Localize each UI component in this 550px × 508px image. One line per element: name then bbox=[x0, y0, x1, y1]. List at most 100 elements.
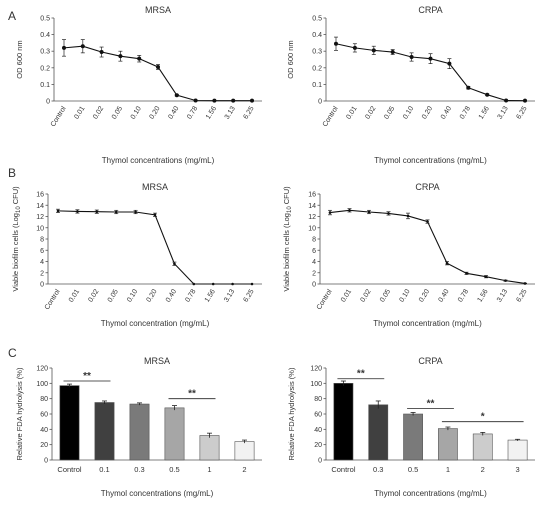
x-tick-label: 0.05 bbox=[383, 105, 396, 120]
bar bbox=[199, 435, 220, 461]
y-tick-label: 100 bbox=[310, 381, 322, 388]
data-point bbox=[174, 93, 179, 98]
chart-c-mrsa: MRSA 0 20 40 60 80 100 120 Control 0.1 0.3 0.5 1 2 Thy… bbox=[15, 356, 262, 498]
chart-title: CRPA bbox=[418, 356, 442, 366]
data-point bbox=[137, 56, 142, 61]
x-tick-label: 0.5 bbox=[408, 465, 418, 474]
data-point bbox=[367, 210, 371, 214]
data-point bbox=[445, 261, 449, 265]
bar bbox=[472, 433, 493, 461]
data-point bbox=[504, 98, 509, 103]
x-tick-label: 0.78 bbox=[184, 288, 197, 303]
bar bbox=[438, 428, 458, 461]
x-tick-label: 6.25 bbox=[243, 105, 256, 120]
data-point bbox=[193, 98, 198, 103]
y-axis-title: OD 600 nm bbox=[15, 40, 24, 78]
data-point bbox=[231, 98, 236, 103]
data-point bbox=[56, 209, 60, 213]
x-tick-label: 0.20 bbox=[149, 105, 162, 120]
y-tick-label: 80 bbox=[40, 396, 48, 403]
x-tick-label: 0.20 bbox=[146, 288, 159, 303]
chart-b-crpa: CRPA 0 2 4 6 8 10 12 14 16 Control 0.01 0.02 0.05 0.10… bbox=[282, 182, 535, 328]
bar bbox=[164, 407, 185, 461]
data-point bbox=[428, 56, 433, 61]
x-tick-label: 1 bbox=[446, 465, 450, 474]
x-tick-label: 3.13 bbox=[224, 105, 237, 120]
data-point bbox=[250, 98, 254, 103]
data-point bbox=[447, 61, 452, 66]
bar bbox=[129, 403, 150, 461]
x-tick-label: 0.10 bbox=[126, 288, 139, 303]
y-tick-label: 20 bbox=[40, 442, 48, 449]
y-tick-label: 0.3 bbox=[312, 49, 322, 56]
x-tick-label: 6.25 bbox=[516, 105, 529, 120]
chart-title: MRSA bbox=[145, 5, 171, 15]
y-axis-title: Viable biofilm cells (Log10 CFU) bbox=[11, 186, 22, 292]
y-tick-label: 6 bbox=[312, 248, 316, 255]
x-tick-label: 3 bbox=[515, 465, 519, 474]
significance-label: ** bbox=[427, 399, 435, 410]
bar bbox=[333, 383, 354, 461]
bar bbox=[234, 441, 255, 461]
y-tick-label: 0 bbox=[312, 282, 316, 289]
y-tick-label: 60 bbox=[314, 412, 322, 419]
bar bbox=[507, 439, 528, 461]
x-axis-title: Thymol concentration (mg/mL) bbox=[373, 319, 482, 328]
y-axis-title: Relative FDA hydrolysis (%) bbox=[287, 367, 296, 460]
x-tick-label: 1.56 bbox=[477, 288, 490, 303]
y-tick-label: 2 bbox=[40, 270, 44, 277]
x-tick-label: 0.02 bbox=[87, 288, 100, 303]
data-point bbox=[231, 282, 234, 286]
y-tick-label: 80 bbox=[314, 396, 322, 403]
x-tick-label: 0.01 bbox=[73, 105, 86, 120]
x-tick-label: Control bbox=[50, 105, 68, 128]
data-point bbox=[76, 210, 79, 213]
x-axis-title: Thymol concentrations (mg/mL) bbox=[102, 156, 215, 165]
x-tick-label: 0.1 bbox=[99, 465, 109, 474]
y-tick-label: 12 bbox=[36, 214, 44, 221]
data-point bbox=[390, 50, 395, 55]
x-tick-label: 0.78 bbox=[457, 288, 470, 303]
x-axis-title: Thymol concentrations (mg/mL) bbox=[101, 489, 214, 498]
data-point bbox=[156, 64, 160, 69]
data-point bbox=[371, 48, 376, 53]
x-tick-label: Control bbox=[322, 105, 340, 128]
data-point bbox=[173, 262, 176, 266]
data-point bbox=[62, 45, 66, 50]
data-point bbox=[211, 282, 215, 286]
x-tick-label: 0.40 bbox=[165, 288, 178, 303]
y-tick-label: 10 bbox=[308, 225, 316, 232]
data-point bbox=[212, 98, 217, 103]
chart-title: MRSA bbox=[142, 182, 168, 192]
x-tick-label: 0.02 bbox=[92, 105, 105, 120]
x-tick-label: 0.20 bbox=[418, 288, 431, 303]
data-point bbox=[523, 282, 527, 285]
panel-letter-c: C bbox=[8, 346, 17, 360]
series-line bbox=[57, 210, 252, 285]
y-tick-label: 0.5 bbox=[312, 16, 322, 23]
y-tick-label: 0.1 bbox=[312, 82, 322, 89]
x-tick-label: Control bbox=[57, 465, 82, 474]
y-tick-label: 4 bbox=[312, 259, 316, 266]
bar bbox=[94, 402, 115, 461]
x-tick-label: 0.78 bbox=[186, 105, 199, 120]
chart-title: CRPA bbox=[418, 5, 442, 15]
data-point bbox=[484, 275, 488, 278]
x-tick-label: 0.3 bbox=[373, 465, 383, 474]
y-axis-title: Viable biofilm cells (Log10 CFU) bbox=[282, 186, 293, 292]
x-tick-label: 3.13 bbox=[496, 288, 509, 303]
y-tick-label: 0 bbox=[46, 99, 50, 106]
data-point bbox=[114, 210, 118, 214]
x-tick-label: 0.01 bbox=[345, 105, 358, 120]
bar bbox=[368, 404, 389, 461]
chart-b-mrsa: MRSA 0 2 4 6 8 10 12 14 16 Control 0.01 0.02 0.05 0.10… bbox=[11, 182, 262, 328]
x-tick-label: 1.56 bbox=[478, 105, 491, 120]
significance-label: ** bbox=[357, 369, 365, 380]
x-tick-label: 1 bbox=[207, 465, 211, 474]
data-point bbox=[426, 220, 429, 223]
data-point bbox=[95, 210, 99, 214]
y-tick-label: 0.5 bbox=[40, 16, 50, 23]
y-axis-title: Relative FDA hydrolysis (%) bbox=[15, 367, 24, 460]
data-point bbox=[134, 210, 137, 214]
